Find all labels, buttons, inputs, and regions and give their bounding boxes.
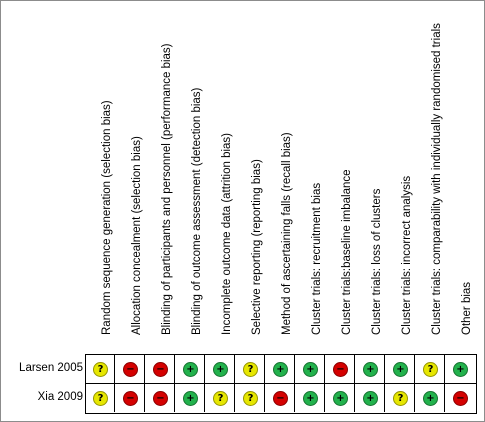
domain-header-label: Cluster trials:baseline imbalance (341, 169, 353, 335)
high-risk-icon: − (453, 391, 468, 406)
judgement-cell: + (176, 355, 205, 383)
judgement-cell: + (296, 355, 325, 383)
domain-header: Cluster trials: recruitment bias (309, 1, 327, 349)
high-risk-icon: − (123, 391, 138, 406)
judgement-cell: + (386, 355, 415, 383)
judgement-cell: − (326, 355, 355, 383)
low-risk-icon: + (453, 362, 468, 377)
high-risk-icon: − (153, 391, 168, 406)
judgement-cell: + (206, 355, 235, 383)
low-risk-icon: + (363, 391, 378, 406)
domain-header-label: Incomplete outcome data (attrition bias) (221, 133, 233, 335)
low-risk-icon: + (183, 362, 198, 377)
domain-header-label: Cluster trials: comparability with indiv… (431, 23, 443, 335)
domain-header: Selective reporting (reporting bias) (249, 1, 267, 349)
low-risk-icon: + (423, 391, 438, 406)
judgement-cell: ? (206, 384, 235, 412)
judgement-cell: ? (236, 384, 265, 412)
low-risk-icon: + (303, 391, 318, 406)
study-label: Xia 2009 (37, 391, 83, 403)
judgement-cell: ? (386, 384, 415, 412)
high-risk-icon: − (273, 391, 288, 406)
high-risk-icon: − (123, 362, 138, 377)
domain-header: Cluster trials: loss of clusters (369, 1, 387, 349)
high-risk-icon: − (333, 362, 348, 377)
judgement-cell: + (356, 384, 385, 412)
judgement-cell: ? (236, 355, 265, 383)
judgement-cell: − (446, 384, 475, 412)
judgement-cell: ? (416, 355, 445, 383)
domain-header-label: Cluster trials: recruitment bias (311, 182, 323, 335)
judgement-cell: + (326, 384, 355, 412)
low-risk-icon: + (303, 362, 318, 377)
domain-header-label: Allocation concealment (selection bias) (131, 136, 143, 335)
judgement-cell: − (116, 384, 145, 412)
judgement-cell: − (146, 355, 175, 383)
judgement-cell: + (446, 355, 475, 383)
unclear-risk-icon: ? (93, 362, 108, 377)
low-risk-icon: + (213, 362, 228, 377)
unclear-risk-icon: ? (93, 391, 108, 406)
judgement-cell: + (416, 384, 445, 412)
unclear-risk-icon: ? (213, 391, 228, 406)
domain-header: Cluster trials:baseline imbalance (339, 1, 357, 349)
judgement-grid: ? − − + +? + + − + +? +? − − +?? − + + +? + − (85, 354, 477, 414)
high-risk-icon: − (153, 362, 168, 377)
judgement-cell: ? (86, 384, 115, 412)
domain-header: Random sequence generation (selection bi… (99, 1, 117, 349)
domain-header-label: Other bias (461, 281, 473, 335)
domain-header-label: Blinding of participants and personnel (… (161, 43, 173, 336)
judgement-cell: + (356, 355, 385, 383)
domain-header: Other bias (459, 1, 477, 349)
domain-header: Allocation concealment (selection bias) (129, 1, 147, 349)
judgement-cell: + (176, 384, 205, 412)
row-divider (86, 383, 476, 384)
judgement-cell: ? (86, 355, 115, 383)
domain-header: Incomplete outcome data (attrition bias) (219, 1, 237, 349)
domain-header: Blinding of outcome assessment (detectio… (189, 1, 207, 349)
domain-header-label: Random sequence generation (selection bi… (101, 100, 113, 335)
domain-header-label: Cluster trials: incorrect analysis (401, 175, 413, 335)
domain-header-label: Cluster trials: loss of clusters (371, 188, 383, 335)
domain-header: Cluster trials: comparability with indiv… (429, 1, 447, 349)
domain-header-label: Selective reporting (reporting bias) (251, 159, 263, 335)
judgement-cell: − (116, 355, 145, 383)
study-label: Larsen 2005 (19, 362, 83, 374)
low-risk-icon: + (393, 362, 408, 377)
judgement-cell: − (146, 384, 175, 412)
domain-header-label: Blinding of outcome assessment (detectio… (191, 87, 203, 335)
domain-header: Method of ascertaining falls (recall bia… (279, 1, 297, 349)
judgement-cell: + (266, 355, 295, 383)
unclear-risk-icon: ? (393, 391, 408, 406)
domain-header: Blinding of participants and personnel (… (159, 1, 177, 349)
low-risk-icon: + (183, 391, 198, 406)
domain-header-label: Method of ascertaining falls (recall bia… (281, 132, 293, 335)
judgement-cell: − (266, 384, 295, 412)
judgement-cell: + (296, 384, 325, 412)
unclear-risk-icon: ? (243, 362, 258, 377)
unclear-risk-icon: ? (243, 391, 258, 406)
low-risk-icon: + (363, 362, 378, 377)
unclear-risk-icon: ? (423, 362, 438, 377)
low-risk-icon: + (273, 362, 288, 377)
domain-header: Cluster trials: incorrect analysis (399, 1, 417, 349)
low-risk-icon: + (333, 391, 348, 406)
